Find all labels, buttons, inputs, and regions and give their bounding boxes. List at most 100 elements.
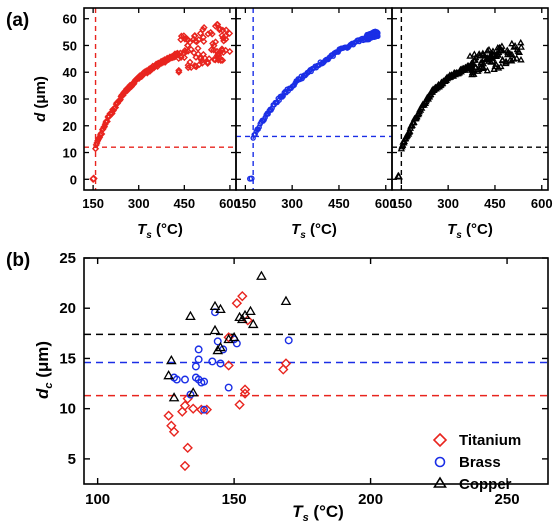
a3-points: [394, 38, 525, 180]
panel-a-ylabel: d (μm): [32, 76, 49, 122]
panel-label-b: (b): [6, 250, 30, 271]
b-point-brass-12: [208, 357, 217, 366]
a3-scatter-point-7: [513, 54, 521, 61]
a3-scatter-point-21: [497, 62, 505, 70]
a1-scatter-point-87: [191, 32, 199, 40]
a3-scatter-point-75: [468, 68, 477, 76]
b-point-brass-11: [200, 377, 209, 386]
a3-scatter-point-38: [517, 38, 525, 46]
b-point-titanium-5: [179, 460, 191, 472]
b-point-brass-14: [213, 337, 222, 346]
a1-scatter-point-83: [183, 35, 191, 43]
a3-scatter-point-71: [496, 44, 504, 51]
a1-scatter-point-82: [208, 30, 216, 38]
a1-ytick-label-0: 0: [70, 172, 77, 187]
a3-scatter-point-68: [479, 49, 487, 56]
a1-scatter-point-39: [211, 22, 220, 30]
a3-scatter-point-39: [517, 43, 525, 50]
a1-ytick-label-4: 40: [63, 65, 77, 80]
a1-scatter-point-37: [175, 54, 183, 63]
b-point-brass-20: [284, 336, 293, 345]
a3-scatter-point-13: [483, 47, 492, 54]
a3-scatter-point-78: [509, 55, 518, 62]
a1-scatter-point-66: [198, 57, 206, 65]
a1-scatter-point-77: [210, 55, 218, 63]
a3-scatter-point-88: [487, 58, 495, 65]
panel-b-ylabel: dc (μm): [33, 341, 55, 399]
panel-b-xlabel: Ts (°C): [292, 502, 344, 524]
legend-item-brass: Brass: [434, 454, 501, 471]
a1-xtick-label-3: 600: [219, 196, 241, 211]
b-xtick-label-3: 250: [495, 491, 520, 508]
a1-ytick-label-3: 30: [63, 92, 77, 107]
b-point-copper-8: [215, 303, 226, 314]
legend-marker-brass: [434, 456, 446, 468]
a1-scatter-point-70: [214, 49, 222, 57]
b-point-copper-3: [185, 310, 196, 321]
a3-scatter-point-89: [467, 61, 475, 68]
subplot-a3-xlabel: Ts (°C): [447, 221, 493, 241]
a1-scatter-point-62: [213, 20, 221, 29]
a1-scatter-point-68: [218, 31, 226, 40]
b-point-titanium-16: [239, 388, 251, 399]
a1-scatter-point-76: [200, 24, 208, 32]
a1-scatter-point-47: [190, 49, 198, 57]
b-point-brass-7: [194, 355, 203, 364]
a3-scatter-point-58: [498, 56, 507, 64]
subplot-a2: 150 300 450 600: [235, 7, 397, 211]
b-point-titanium-13: [231, 298, 243, 309]
a1-scatter-point-80: [182, 48, 190, 56]
b-point-copper-4: [187, 387, 199, 397]
a3-xtick-label-2: 450: [484, 196, 506, 211]
a2-curve-point-2: [252, 131, 258, 137]
b-point-copper-11: [228, 331, 240, 342]
b-point-brass-17: [224, 383, 233, 392]
a1-ytick-label-6: 60: [63, 12, 77, 27]
a3-curve-point-21: [410, 118, 418, 126]
b-point-copper-0: [163, 370, 174, 380]
b-point-copper-6: [209, 324, 221, 335]
a3-scatter-point-86: [492, 60, 500, 67]
a3-scatter-point-82: [493, 50, 501, 57]
b-point-copper-5: [209, 300, 221, 311]
a1-scatter-point-46: [199, 50, 207, 59]
a1-scatter-point-15: [200, 37, 208, 46]
b-point-copper-17: [256, 270, 267, 280]
legend-marker-titanium: [432, 432, 448, 448]
a1-scatter-point-65: [175, 66, 183, 75]
b-point-copper-16: [247, 318, 259, 329]
panel-label-a: (a): [6, 10, 29, 31]
a3-scatter-point-74: [508, 50, 516, 58]
b-point-copper-2: [168, 392, 180, 402]
b-ytick-label-0: 5: [68, 451, 76, 468]
a1-scatter-point-41: [195, 60, 203, 69]
a3-scatter-point-63: [510, 43, 518, 50]
b-point-titanium-0: [163, 410, 174, 421]
b-point-copper-1: [166, 354, 177, 365]
b-point-brass-2: [181, 375, 189, 384]
a2-xtick-label-3: 600: [375, 196, 397, 211]
legend-marker-copper: [433, 476, 447, 488]
legend-label-copper: Copper: [459, 476, 512, 493]
legend-label-titanium: Titanium: [459, 432, 521, 449]
b-point-brass-3: [186, 390, 195, 399]
b-ytick-label-4: 25: [59, 250, 76, 267]
subplot-a1: 150 300 450 600 0 10 20 30 40 50 60: [63, 7, 241, 211]
a1-scatter-point-79: [209, 39, 217, 48]
a1-scatter-point-9: [225, 29, 234, 37]
a3-scatter-point-28: [485, 45, 493, 53]
a3-scatter-point-43: [477, 58, 485, 66]
b-ytick-label-3: 20: [59, 300, 76, 317]
legend-label-brass: Brass: [459, 454, 501, 471]
b-point-titanium-11: [223, 332, 234, 343]
a1-curve-point-9: [98, 130, 106, 138]
b-xtick-label-1: 150: [222, 491, 247, 508]
b-point-copper-15: [245, 305, 256, 316]
subplot-b: 100 150 200 250 5 10 15 20 25: [59, 250, 549, 508]
b-point-copper-7: [212, 344, 224, 355]
b-xtick-label-2: 200: [358, 491, 383, 508]
b-point-titanium-15: [237, 290, 248, 302]
b-point-brass-6: [194, 345, 203, 354]
b-point-brass-4: [191, 362, 200, 371]
